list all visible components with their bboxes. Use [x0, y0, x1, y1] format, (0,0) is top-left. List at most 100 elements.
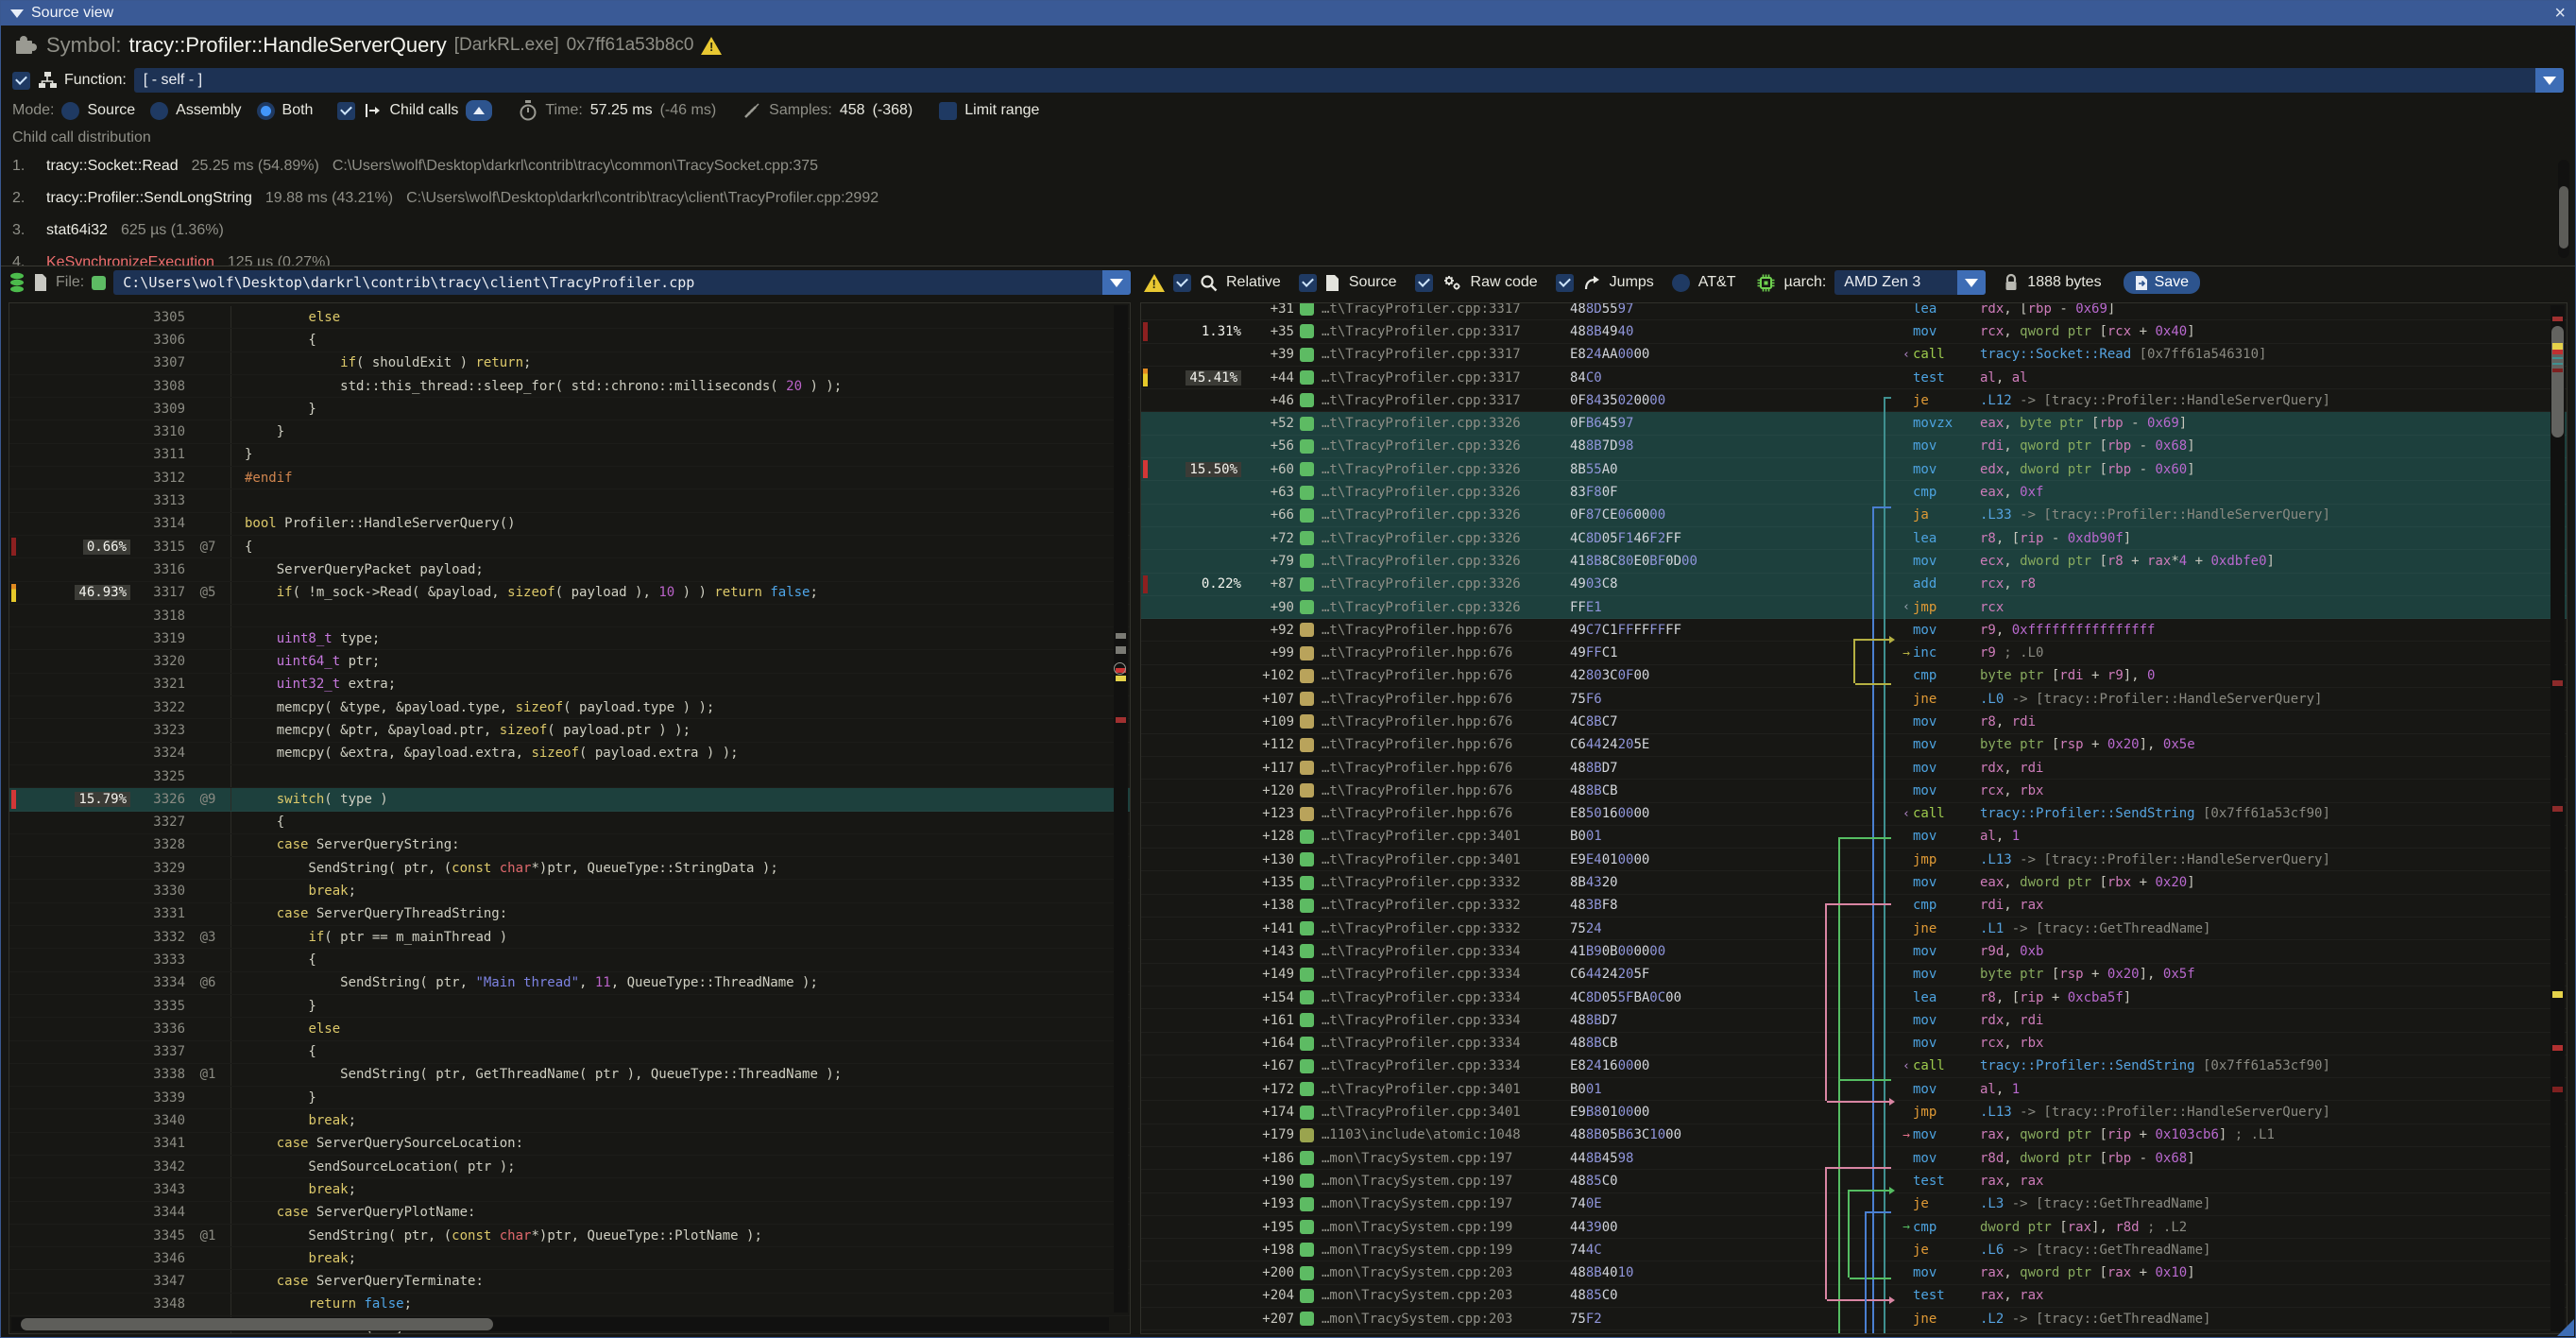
asm-row[interactable]: +92 …t\TracyProfiler.hpp:676 49C7C1FFFFFFF… — [1141, 619, 2567, 642]
source-line[interactable]: 46.93% 3317 @5 if( !m_sock->Read( &payload… — [9, 581, 1130, 605]
asm-row[interactable]: +154 …t\TracyProfiler.cpp:3334 4C8D055FBA0… — [1141, 986, 2567, 1009]
asm-row[interactable]: +195 …mon\TracySystem.cpp:199 443900 → cmp dw… — [1141, 1216, 2567, 1239]
source-toggle-label[interactable]: Source — [1348, 274, 1397, 290]
source-line[interactable]: 3311} — [9, 443, 1130, 467]
source-hscrollbar[interactable] — [11, 1317, 1109, 1331]
source-checkbox[interactable] — [1298, 273, 1317, 292]
asm-row[interactable]: +107 …t\TracyProfiler.hpp:676 75F6 jne .L0 -… — [1141, 688, 2567, 711]
asm-row[interactable]: 1.31% +35 …t\TracyProfiler.cpp:3317 488B494… — [1141, 320, 2567, 343]
asm-row[interactable]: +193 …mon\TracySystem.cpp:197 740E je .L3 ->… — [1141, 1193, 2567, 1216]
asm-row[interactable]: +31 …t\TracyProfiler.cpp:3317 488D5597 lea r… — [1141, 303, 2567, 320]
raw-code-label[interactable]: Raw code — [1470, 274, 1538, 290]
source-line[interactable]: 3333 { — [9, 949, 1130, 971]
limit-range-checkbox[interactable] — [939, 101, 958, 120]
source-line[interactable]: 3310 } — [9, 420, 1130, 443]
source-line[interactable]: 3340 break; — [9, 1109, 1130, 1132]
relative-label[interactable]: Relative — [1226, 274, 1281, 290]
source-line[interactable]: 3337 { — [9, 1040, 1130, 1064]
source-line[interactable]: 3305 else — [9, 306, 1130, 329]
asm-row[interactable]: +90 …t\TracyProfiler.cpp:3326 FFE1 ‹ jmp rcx — [1141, 595, 2567, 620]
source-line[interactable]: 3327 { — [9, 811, 1130, 834]
asm-row[interactable]: +130 …t\TracyProfiler.cpp:3401 E9E4010000 j… — [1141, 849, 2567, 871]
child-call-item[interactable]: 4. KeSynchronizeExecution 125 µs (0.27%) — [12, 254, 331, 266]
asm-row[interactable]: +135 …t\TracyProfiler.cpp:3332 8B4320 mov ea… — [1141, 871, 2567, 894]
asm-row[interactable]: +200 …mon\TracySystem.cpp:203 488B4010 mov r… — [1141, 1261, 2567, 1284]
asm-row[interactable]: +198 …mon\TracySystem.cpp:199 744C je .L6 ->… — [1141, 1239, 2567, 1261]
source-line[interactable]: 3308 std::this_thread::sleep_for( std::c… — [9, 374, 1130, 398]
asm-row[interactable]: +143 …t\TracyProfiler.cpp:3334 41B90B00000… — [1141, 940, 2567, 963]
source-line[interactable]: 3320 uint64_t ptr; — [9, 650, 1130, 673]
source-line[interactable]: 3343 break; — [9, 1178, 1130, 1201]
att-label[interactable]: AT&T — [1697, 274, 1736, 290]
source-line[interactable]: 3342 SendSourceLocation( ptr ); — [9, 1155, 1130, 1178]
uarch-combo-arrow-icon[interactable] — [1957, 270, 1987, 295]
source-line[interactable]: 3322 memcpy( &type, &payload.type, sizeo… — [9, 696, 1130, 719]
child-calls-label[interactable]: Child calls — [389, 102, 459, 118]
source-line[interactable]: 3338 @1 SendString( ptr, GetThreadName( p… — [9, 1063, 1130, 1087]
uarch-combo[interactable]: AMD Zen 3 — [1834, 270, 1987, 295]
child-calls-collapse-button[interactable] — [466, 100, 493, 121]
resize-grip[interactable] — [2557, 1319, 2574, 1336]
source-line[interactable]: 0.66% 3315 @7{ — [9, 535, 1130, 558]
source-line[interactable]: 3329 SendString( ptr, (const char *)ptr, … — [9, 857, 1130, 880]
asm-row[interactable]: +99 …t\TracyProfiler.hpp:676 49FFC1 → inc r9 … — [1141, 642, 2567, 664]
raw-code-checkbox[interactable] — [1414, 273, 1433, 292]
asm-row[interactable]: +102 …t\TracyProfiler.hpp:676 42803C0F00 cm… — [1141, 665, 2567, 688]
source-line[interactable]: 3309 } — [9, 398, 1130, 420]
close-icon[interactable]: × — [2554, 3, 2566, 24]
collapse-arrow-icon[interactable] — [10, 9, 24, 18]
asm-row[interactable]: +66 …t\TracyProfiler.cpp:3326 0F87CE060000… — [1141, 504, 2567, 527]
source-line[interactable]: 3348 return false; — [9, 1293, 1130, 1316]
asm-row[interactable]: +209…mon\TracySystem.cpp:258488D35E88610… — [1141, 1330, 2567, 1333]
asm-scrollbar[interactable] — [2550, 305, 2565, 1331]
asm-row[interactable]: +204 …mon\TracySystem.cpp:203 4885C0 test ra… — [1141, 1285, 2567, 1308]
source-line[interactable]: 3319 uint8_t type; — [9, 627, 1130, 650]
source-line[interactable]: 3339 } — [9, 1087, 1130, 1109]
limit-range-label[interactable]: Limit range — [964, 102, 1040, 118]
source-line[interactable]: 3314 bool Profiler::HandleServerQuery() — [9, 512, 1130, 536]
source-line[interactable]: 3324 memcpy( &extra, &payload.extra, siz… — [9, 742, 1130, 765]
function-combo-arrow-icon[interactable] — [2535, 68, 2564, 93]
jumps-label[interactable]: Jumps — [1609, 274, 1654, 290]
source-line[interactable]: 3316 ServerQueryPacket payload; — [9, 558, 1130, 581]
asm-row[interactable]: +117 …t\TracyProfiler.hpp:676 488BD7 mov rdx… — [1141, 757, 2567, 780]
save-button[interactable]: Save — [2123, 271, 2201, 294]
jumps-checkbox[interactable] — [1555, 273, 1574, 292]
asm-row[interactable]: 45.41% +44 …t\TracyProfiler.cpp:3317 84C0 te… — [1141, 367, 2567, 389]
file-combo-arrow-icon[interactable] — [1102, 270, 1131, 295]
asm-row[interactable]: +190 …mon\TracySystem.cpp:197 4885C0 test ra… — [1141, 1170, 2567, 1192]
child-calls-checkbox[interactable] — [337, 101, 356, 120]
asm-row[interactable]: +141 …t\TracyProfiler.cpp:3332 7524 jne .L1 … — [1141, 918, 2567, 940]
asm-row[interactable]: +179 …1103\include\atomic:1048 488B05B63C1… — [1141, 1124, 2567, 1147]
source-line[interactable]: 3344 case ServerQueryPlotName: — [9, 1201, 1130, 1225]
asm-row[interactable]: +138 …t\TracyProfiler.cpp:3332 483BF8 cmp rd… — [1141, 895, 2567, 918]
asm-row[interactable]: +39 …t\TracyProfiler.cpp:3317 E824AA0000 ‹ c… — [1141, 344, 2567, 367]
source-line[interactable]: 3306 { — [9, 329, 1130, 352]
source-line[interactable]: 3346 break; — [9, 1247, 1130, 1270]
asm-row[interactable]: +174 …t\TracyProfiler.cpp:3401 E9B8010000 j… — [1141, 1101, 2567, 1124]
asm-row[interactable]: +186 …mon\TracySystem.cpp:197 448B4598 mov r… — [1141, 1147, 2567, 1170]
asm-row[interactable]: +63 …t\TracyProfiler.cpp:3326 83F80F cmp eax… — [1141, 481, 2567, 505]
mode-radio-source[interactable] — [61, 101, 80, 120]
asm-row[interactable]: +161 …t\TracyProfiler.cpp:3334 488BD7 mov rd… — [1141, 1009, 2567, 1032]
file-combo[interactable]: C:\Users\wolf\Desktop\darkrl\contrib\tra… — [113, 270, 1131, 295]
mode-radio-assembly[interactable] — [150, 101, 169, 120]
source-line[interactable]: 3313 — [9, 489, 1130, 512]
source-line[interactable]: 3332 @3 if( ptr == m_mainThread ) — [9, 926, 1130, 949]
asm-row[interactable]: +72 …t\TracyProfiler.cpp:3326 4C8D05F146F2… — [1141, 526, 2567, 551]
child-call-item[interactable]: 2. tracy::Profiler::SendLongString 19.88 m… — [12, 190, 879, 206]
asm-row[interactable]: +120 …t\TracyProfiler.hpp:676 488BCB mov rcx… — [1141, 780, 2567, 802]
source-line[interactable]: 3323 memcpy( &ptr, &payload.ptr, sizeof(… — [9, 719, 1130, 742]
source-line[interactable]: 3318 — [9, 604, 1130, 627]
att-checkbox[interactable] — [1671, 273, 1690, 292]
source-line[interactable]: 3330 break; — [9, 880, 1130, 902]
function-combo[interactable]: [ - self - ] — [133, 68, 2564, 93]
asm-row[interactable]: +149 …t\TracyProfiler.cpp:3334 C64424205F m… — [1141, 964, 2567, 986]
asm-row[interactable]: +46 …t\TracyProfiler.cpp:3317 0F8435020000… — [1141, 389, 2567, 412]
child-call-scrollbar[interactable] — [2558, 160, 2569, 258]
source-line[interactable]: 3325 — [9, 764, 1130, 788]
asm-row[interactable]: +52 …t\TracyProfiler.cpp:3326 0FB64597 movz… — [1141, 412, 2567, 436]
relative-checkbox[interactable] — [1173, 273, 1191, 292]
source-line[interactable]: 3341 case ServerQuerySourceLocation: — [9, 1132, 1130, 1156]
source-line[interactable]: 3312 #endif — [9, 467, 1130, 489]
